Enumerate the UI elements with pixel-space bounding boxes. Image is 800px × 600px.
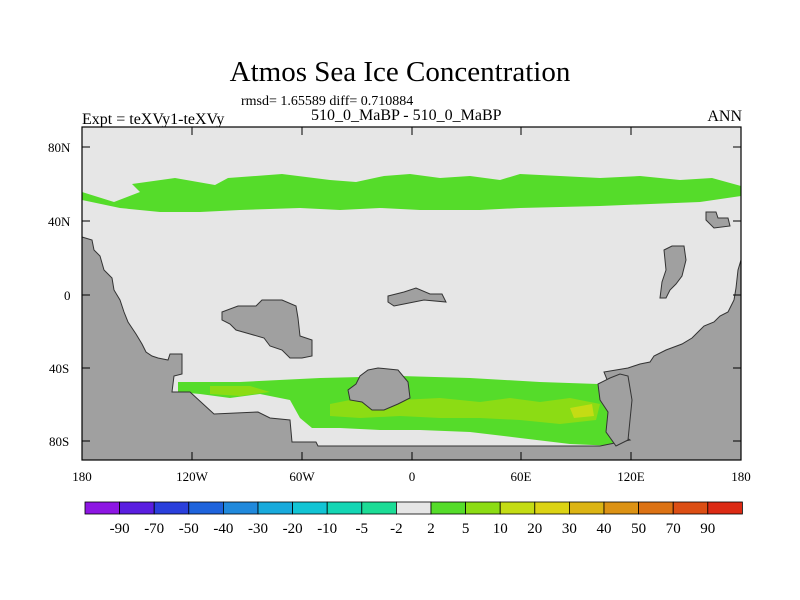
colorbar-label: -50 [179, 521, 199, 537]
northern-ice-anomaly-band [82, 174, 741, 212]
colorbar-swatch [534, 501, 570, 515]
lat-tick-label: 40N [48, 214, 71, 229]
lat-tick-label: 0 [64, 288, 71, 303]
colorbar-swatch [465, 501, 501, 515]
southern-ice-anomaly-patch [210, 386, 270, 396]
colorbar-swatch [430, 501, 466, 515]
colorbar-swatch [326, 501, 363, 515]
land-central [221, 299, 313, 359]
lon-tick-label: 120E [617, 469, 645, 484]
southern-ice-anomaly-patch [570, 404, 594, 418]
experiment-label: Expt = teXVy1-teXVy [82, 111, 225, 128]
colorbar-swatch [638, 501, 674, 515]
lat-tick-label: 80N [48, 140, 71, 155]
season-label: ANN [707, 108, 742, 125]
colorbar-label: -40 [213, 521, 233, 537]
colorbar-swatch [361, 501, 397, 515]
colorbar-label: -10 [317, 521, 337, 537]
colorbar-swatch [188, 501, 224, 515]
land-south-protrusion [347, 367, 411, 411]
lat-tick-label: 40S [49, 361, 69, 376]
colorbar-swatch [499, 501, 536, 515]
lon-tick-label: 180 [731, 469, 751, 484]
lon-tick-label: 0 [409, 469, 416, 484]
land-northeast-island [705, 211, 731, 229]
colorbar-swatch [292, 501, 328, 515]
lat-tick-label: 80S [49, 434, 69, 449]
colorbar-swatch [672, 501, 709, 515]
land-southeast [597, 373, 633, 447]
map-title: Atmos Sea Ice Concentration [229, 56, 571, 88]
subtitle: 510_0_MaBP - 510_0_MaBP [311, 107, 502, 124]
colorbar-swatch [84, 501, 120, 515]
lon-tick-label: 60E [511, 469, 532, 484]
colorbar-label: 20 [527, 521, 542, 537]
axis-ticks [82, 127, 741, 460]
lon-tick-label: 60W [289, 469, 315, 484]
colorbar-swatch [257, 501, 293, 515]
lon-tick-label: 120W [176, 469, 209, 484]
colorbar-swatch [395, 501, 432, 515]
colorbar-label: 2 [427, 521, 435, 537]
colorbar-swatch [119, 501, 155, 515]
colorbar-label: -30 [248, 521, 268, 537]
colorbar-label: 5 [462, 521, 470, 537]
colorbar-swatch [569, 501, 605, 515]
colorbar-label: 90 [700, 521, 715, 537]
colorbar-label: -70 [144, 521, 164, 537]
colorbar-label: 70 [666, 521, 681, 537]
lon-tick-label: 180 [72, 469, 92, 484]
colorbar-label: 50 [631, 521, 646, 537]
colorbar-swatch [153, 501, 190, 515]
colorbar-label: 10 [493, 521, 508, 537]
colorbar: -90 -70 -50 -40 -30 -20 -10 -5 -2 2 5 10 20 30 40 50 70 9… [84, 501, 743, 537]
colorbar-label: -90 [110, 521, 130, 537]
colorbar-label: 30 [562, 521, 577, 537]
colorbar-swatch [707, 501, 743, 515]
colorbar-label: 40 [597, 521, 612, 537]
colorbar-swatch [222, 501, 259, 515]
colorbar-label: -2 [390, 521, 403, 537]
land-island-small [387, 287, 447, 307]
stats-line: rmsd= 1.65589 diff= 0.710884 [241, 94, 414, 109]
land-west [81, 236, 742, 461]
colorbar-label: -5 [356, 521, 369, 537]
land-masses [81, 211, 742, 461]
land-east-strip [659, 245, 687, 299]
colorbar-label: -20 [283, 521, 303, 537]
colorbar-swatch [603, 501, 639, 515]
